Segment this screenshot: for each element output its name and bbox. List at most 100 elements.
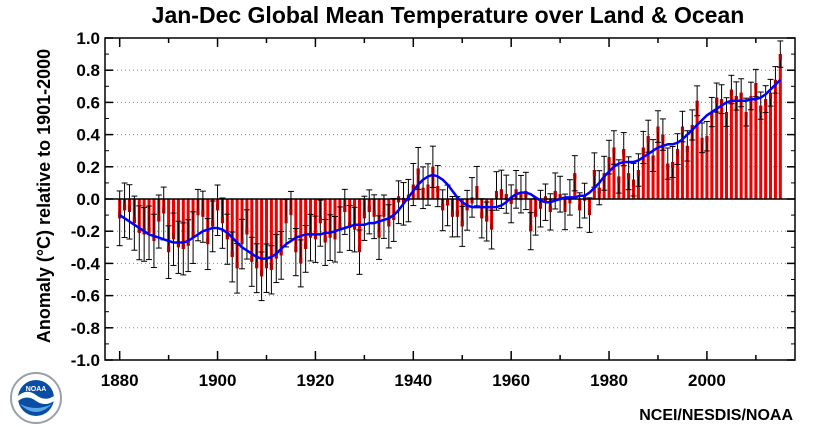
bar-end-marker bbox=[147, 226, 151, 233]
bar-end-marker bbox=[769, 92, 773, 99]
bar-end-marker bbox=[490, 223, 494, 230]
bar-end-marker bbox=[382, 210, 386, 217]
bar bbox=[778, 54, 782, 199]
bar bbox=[656, 126, 660, 199]
bar bbox=[729, 89, 733, 199]
bar bbox=[646, 136, 650, 199]
bar bbox=[695, 100, 699, 199]
chart-title: Jan-Dec Global Mean Temperature over Lan… bbox=[152, 2, 745, 28]
x-tick-label: 1920 bbox=[297, 371, 335, 390]
y-tick-label: 0.8 bbox=[76, 61, 100, 80]
bar bbox=[274, 199, 278, 259]
bar-end-marker bbox=[494, 190, 499, 197]
bar-end-marker bbox=[739, 92, 743, 99]
bar-end-marker bbox=[274, 252, 278, 259]
bar bbox=[235, 199, 239, 269]
noaa-logo: NOAA bbox=[10, 372, 62, 424]
bar-end-marker bbox=[245, 228, 249, 235]
bar-end-marker bbox=[328, 231, 332, 238]
y-tick-label: -0.6 bbox=[71, 287, 100, 306]
bar bbox=[260, 199, 264, 277]
bar bbox=[250, 199, 254, 262]
y-tick-label: 0.0 bbox=[76, 190, 100, 209]
bar-end-marker bbox=[279, 249, 283, 256]
x-tick-label: 1980 bbox=[590, 371, 628, 390]
bar-end-marker bbox=[318, 217, 322, 224]
bar-end-marker bbox=[186, 239, 190, 246]
bar-end-marker bbox=[534, 210, 538, 217]
bar-end-marker bbox=[255, 262, 259, 269]
bar-end-marker bbox=[509, 197, 513, 204]
bar-end-marker bbox=[676, 149, 680, 156]
bar-end-marker bbox=[764, 99, 768, 106]
bar bbox=[749, 95, 753, 199]
bar-end-marker bbox=[323, 236, 327, 243]
bar-end-marker bbox=[152, 234, 156, 241]
bar-end-marker bbox=[137, 226, 141, 233]
bar-end-marker bbox=[759, 105, 763, 112]
bar-end-marker bbox=[446, 199, 450, 206]
bar-end-marker bbox=[431, 166, 435, 173]
bar-end-marker bbox=[612, 147, 616, 154]
bar-end-marker bbox=[201, 210, 205, 217]
bar bbox=[690, 124, 694, 199]
bar-end-marker bbox=[240, 238, 244, 245]
bar-end-marker bbox=[338, 223, 342, 230]
bar bbox=[724, 112, 729, 199]
bar-end-marker bbox=[705, 136, 709, 143]
bar-end-marker bbox=[539, 202, 543, 209]
bar bbox=[279, 199, 283, 256]
bar bbox=[734, 95, 738, 199]
bar-end-marker bbox=[362, 212, 366, 219]
bar-end-marker bbox=[563, 205, 567, 212]
bar-end-marker bbox=[299, 257, 303, 264]
bar-end-marker bbox=[720, 99, 724, 106]
bar-end-marker bbox=[710, 112, 714, 119]
bar bbox=[773, 79, 777, 199]
y-tick-label: -0.2 bbox=[71, 222, 100, 241]
bar-end-marker bbox=[548, 205, 552, 212]
bar-end-marker bbox=[661, 134, 665, 141]
bar bbox=[304, 199, 308, 249]
bar-end-marker bbox=[592, 170, 596, 177]
bar bbox=[739, 92, 743, 199]
bar bbox=[685, 145, 689, 199]
y-tick-label: 0.6 bbox=[76, 93, 100, 112]
bar-end-marker bbox=[607, 157, 611, 164]
bar-end-marker bbox=[411, 184, 415, 191]
bar bbox=[269, 199, 273, 270]
bar-end-marker bbox=[387, 220, 391, 227]
anomaly-bars bbox=[118, 54, 782, 277]
plot-frame-layer bbox=[104, 37, 796, 361]
bar-end-marker bbox=[700, 137, 704, 144]
bar-end-marker bbox=[514, 189, 518, 196]
bar-end-marker bbox=[715, 97, 719, 104]
bar-end-marker bbox=[353, 223, 357, 230]
bar-end-marker bbox=[470, 197, 474, 204]
bar-end-marker bbox=[729, 89, 733, 96]
bar-end-marker bbox=[455, 210, 459, 217]
bar-end-marker bbox=[333, 233, 337, 240]
bar-end-marker bbox=[289, 209, 293, 216]
bar-end-marker bbox=[191, 231, 195, 238]
bar-end-marker bbox=[372, 210, 376, 217]
bar-end-marker bbox=[622, 149, 626, 156]
y-tick-label: -1.0 bbox=[71, 351, 100, 370]
y-tick-label: 1.0 bbox=[76, 29, 100, 48]
bar-end-marker bbox=[176, 241, 180, 248]
bar-end-marker bbox=[294, 246, 298, 253]
x-tick-label: 1940 bbox=[394, 371, 432, 390]
bar-end-marker bbox=[524, 190, 528, 197]
bar bbox=[622, 149, 626, 199]
bar-end-marker bbox=[436, 186, 440, 193]
y-tick-label: -0.4 bbox=[71, 254, 101, 273]
bar-end-marker bbox=[636, 170, 640, 177]
bar-end-marker bbox=[348, 221, 352, 228]
y-tick-label: -0.8 bbox=[71, 319, 100, 338]
smoothed-line-layer bbox=[119, 79, 782, 260]
bar-end-marker bbox=[304, 242, 308, 249]
bar-end-marker bbox=[123, 204, 127, 211]
bar-end-marker bbox=[617, 176, 621, 183]
bar-end-marker bbox=[680, 126, 684, 133]
